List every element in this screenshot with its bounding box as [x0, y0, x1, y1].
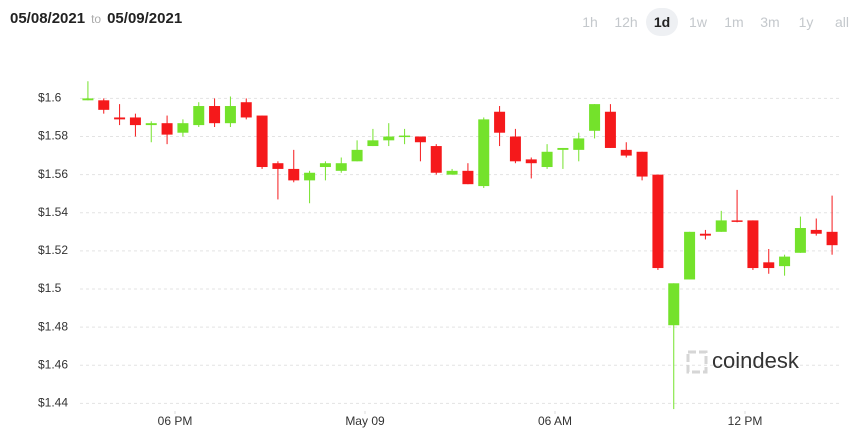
candle-body: [747, 220, 759, 269]
candle-body: [604, 111, 616, 148]
x-tick-label: 06 PM: [158, 414, 193, 428]
watermark-logo: [686, 350, 708, 374]
range-button[interactable]: all: [834, 14, 849, 30]
candle-body: [794, 228, 806, 253]
date-range: 05/08/2021 to 05/09/2021: [10, 10, 182, 27]
range-button[interactable]: 3m: [760, 14, 780, 30]
candle-body: [715, 220, 727, 232]
candle-body: [193, 106, 205, 126]
candle-body: [652, 174, 664, 269]
candle-body: [509, 136, 521, 162]
x-tick-label: 06 AM: [538, 414, 572, 428]
candle-body: [319, 163, 331, 168]
candle-body: [699, 233, 711, 236]
candle-body: [589, 104, 601, 131]
candle-body: [636, 151, 648, 177]
range-button[interactable]: 1h: [582, 14, 598, 30]
candle-body: [557, 147, 569, 150]
range-button[interactable]: 12h: [614, 14, 638, 30]
y-tick-label: $1.5: [38, 281, 62, 295]
candle-body: [779, 256, 791, 267]
candle-body: [430, 146, 442, 173]
from-date: 05/08/2021: [10, 10, 86, 27]
range-button[interactable]: 1y: [798, 14, 814, 30]
candle-body: [367, 140, 379, 147]
candle-body: [129, 117, 141, 126]
y-tick-label: $1.6: [38, 91, 62, 105]
candle-body: [383, 136, 395, 141]
candle-body: [494, 111, 506, 133]
candle-body: [826, 231, 838, 246]
candle-body: [224, 106, 236, 124]
x-tick-label: May 09: [345, 414, 385, 428]
candle-body: [810, 229, 822, 234]
candle-body: [145, 123, 157, 126]
candle-body: [446, 170, 458, 175]
candle-body: [256, 115, 268, 168]
candle-body: [335, 163, 347, 171]
candle-body: [573, 138, 585, 150]
to-label: to: [91, 12, 102, 26]
y-tick-label: $1.48: [38, 319, 68, 333]
y-tick-label: $1.58: [38, 129, 68, 143]
range-selector: 1h 12h 1d 1w 1m 3m 1y all: [574, 8, 858, 36]
candle-body: [161, 123, 173, 135]
candle-body: [668, 283, 680, 326]
y-tick-label: $1.44: [38, 396, 68, 410]
y-tick-label: $1.46: [38, 357, 68, 371]
candle-body: [620, 149, 632, 156]
candle-body: [684, 231, 696, 280]
candle-body: [351, 149, 363, 162]
candle-body: [114, 117, 126, 120]
to-date: 05/09/2021: [107, 10, 183, 27]
candle-body: [414, 136, 426, 143]
watermark: coindesk: [712, 348, 800, 373]
x-tick-label: 12 PM: [728, 414, 763, 428]
candle-body: [240, 102, 252, 118]
candle-body: [98, 100, 110, 110]
candle-body: [541, 151, 553, 168]
y-tick-label: $1.56: [38, 167, 68, 181]
candle-body: [478, 119, 490, 187]
candle-body: [177, 123, 189, 133]
candle-body: [304, 172, 316, 181]
candle-body: [525, 159, 537, 164]
candle-body: [209, 106, 221, 124]
candle-body: [763, 262, 775, 269]
range-button[interactable]: 1m: [724, 14, 744, 30]
candle-body: [462, 170, 474, 185]
candle-body: [731, 220, 743, 222]
candle-body: [399, 135, 411, 138]
y-tick-label: $1.54: [38, 205, 68, 219]
candle-body: [272, 163, 284, 169]
range-button[interactable]: 1w: [689, 14, 707, 30]
candle-body: [288, 168, 300, 181]
range-button[interactable]: 1d: [646, 8, 678, 36]
candle-body: [82, 98, 94, 101]
y-tick-label: $1.52: [38, 243, 68, 257]
